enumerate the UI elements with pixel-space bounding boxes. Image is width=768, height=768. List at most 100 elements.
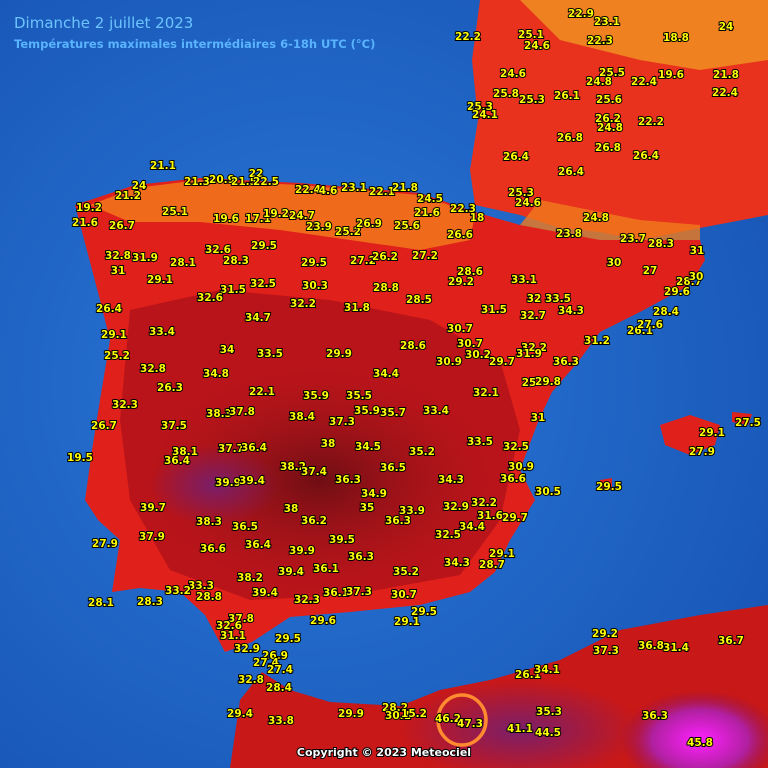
temperature-label: 32.9 [234, 643, 260, 655]
temperature-label: 30.7 [391, 589, 417, 601]
temperature-label: 36.5 [380, 462, 406, 474]
temperature-label: 34 [220, 344, 235, 356]
temperature-label: 22.1 [369, 186, 395, 198]
temperature-label: 26.8 [595, 142, 621, 154]
temperature-label: 37.7 [218, 443, 244, 455]
temperature-label: 27 [643, 265, 658, 277]
temperature-label: 19.2 [263, 208, 289, 220]
temperature-label: 25.3 [508, 187, 534, 199]
iberia-north-orange [90, 180, 475, 250]
temperature-label: 28.3 [137, 596, 163, 608]
temperature-label: 26.7 [109, 220, 135, 232]
temperature-label: 30.1 [385, 710, 411, 722]
temperature-label: 24.6 [500, 68, 526, 80]
temperature-label: 23.9 [306, 221, 332, 233]
temperature-label: 29.1 [394, 616, 420, 628]
temperature-label: 38.2 [237, 572, 263, 584]
temperature-label: 32.5 [435, 529, 461, 541]
temperature-label: 25.3 [519, 94, 545, 106]
temperature-label: 31.4 [663, 642, 689, 654]
temperature-label: 36.4 [245, 539, 271, 551]
temperature-label: 31 [111, 265, 126, 277]
temperature-label: 36.3 [385, 515, 411, 527]
temperature-label: 21.1 [150, 160, 176, 172]
temperature-label: 36.5 [232, 521, 258, 533]
temperature-label: 28.8 [196, 591, 222, 603]
temperature-label: 27.2 [350, 255, 376, 267]
temperature-label: 35.2 [409, 446, 435, 458]
temperature-label: 26.2 [372, 251, 398, 263]
temperature-label: 26.1 [554, 90, 580, 102]
temperature-label: 18.8 [663, 32, 689, 44]
temperature-label: 32.2 [290, 298, 316, 310]
temperature-label: 25.1 [162, 206, 188, 218]
temperature-label: 33.8 [268, 715, 294, 727]
temperature-label: 32.8 [238, 674, 264, 686]
temperature-label: 36.8 [638, 640, 664, 652]
temperature-label: 19.6 [213, 213, 239, 225]
temperature-label: 38.3 [206, 408, 232, 420]
temperature-label: 33.5 [257, 348, 283, 360]
temperature-label: 38.4 [289, 411, 315, 423]
temperature-label: 29.2 [448, 276, 474, 288]
temperature-label: 26.3 [157, 382, 183, 394]
temperature-label: 26.9 [262, 650, 288, 662]
temperature-label: 35.9 [354, 405, 380, 417]
temperature-label: 22.3 [450, 203, 476, 215]
temperature-label: 27.4 [267, 664, 293, 676]
temperature-label: 31.6 [477, 510, 503, 522]
copyright: Copyright © 2023 Meteociel [297, 746, 471, 759]
temperature-label: 32.7 [520, 310, 546, 322]
temperature-label: 35.2 [393, 566, 419, 578]
temperature-label: 34.4 [373, 368, 399, 380]
temperature-label: 21.2 [115, 190, 141, 202]
temperature-label: 23.1 [341, 182, 367, 194]
temperature-label: 26.9 [356, 218, 382, 230]
temperature-label: 32.8 [105, 250, 131, 262]
temperature-label: 31.1 [220, 630, 246, 642]
temperature-label: 30.3 [302, 280, 328, 292]
temperature-label: 33.1 [511, 274, 537, 286]
temperature-label: 34.8 [203, 368, 229, 380]
temperature-label: 24 [719, 21, 734, 33]
temperature-label: 34.3 [438, 474, 464, 486]
temperature-label: 32.8 [140, 363, 166, 375]
temperature-label: 37.5 [161, 420, 187, 432]
temperature-label: 28.3 [648, 238, 674, 250]
temperature-label: 25.1 [518, 29, 544, 41]
temperature-label: 25.8 [493, 88, 519, 100]
temperature-label: 22.4 [295, 184, 321, 196]
temperature-label: 21.3 [184, 176, 210, 188]
temperature-label: 39.9 [215, 477, 241, 489]
temperature-label: 31.9 [132, 252, 158, 264]
temperature-label: 36.6 [500, 473, 526, 485]
temperature-label: 32 [527, 293, 542, 305]
temperature-label: 29.1 [699, 427, 725, 439]
temperature-label: 24.8 [583, 212, 609, 224]
temperature-label: 38.1 [172, 446, 198, 458]
temperature-label: 22.5 [253, 176, 279, 188]
temperature-label: 32.1 [473, 387, 499, 399]
temperature-label: 29.1 [101, 329, 127, 341]
temperature-label: 29.7 [502, 512, 528, 524]
temperature-label: 31 [531, 412, 546, 424]
temperature-label: 26.4 [503, 151, 529, 163]
temperature-label: 34.1 [534, 664, 560, 676]
temperature-label: 29.9 [326, 348, 352, 360]
temperature-label: 32.9 [443, 501, 469, 513]
temperature-label: 29.5 [596, 481, 622, 493]
temperature-label: 29.6 [310, 615, 336, 627]
temperature-label: 34.9 [361, 488, 387, 500]
temperature-label: 27.6 [637, 319, 663, 331]
temperature-label: 22.1 [249, 386, 275, 398]
temperature-label: 45.8 [687, 737, 713, 749]
temperature-label: 25.6 [596, 94, 622, 106]
temperature-label: 19.6 [658, 69, 684, 81]
temperature-label: 39.4 [278, 566, 304, 578]
temperature-label: 38.2 [280, 461, 306, 473]
temperature-label: 21.5 [231, 176, 257, 188]
temperature-label: 41.1 [507, 723, 533, 735]
temperature-label: 35.7 [380, 407, 406, 419]
temperature-label: 36.3 [553, 356, 579, 368]
temperature-label: 29.7 [489, 356, 515, 368]
